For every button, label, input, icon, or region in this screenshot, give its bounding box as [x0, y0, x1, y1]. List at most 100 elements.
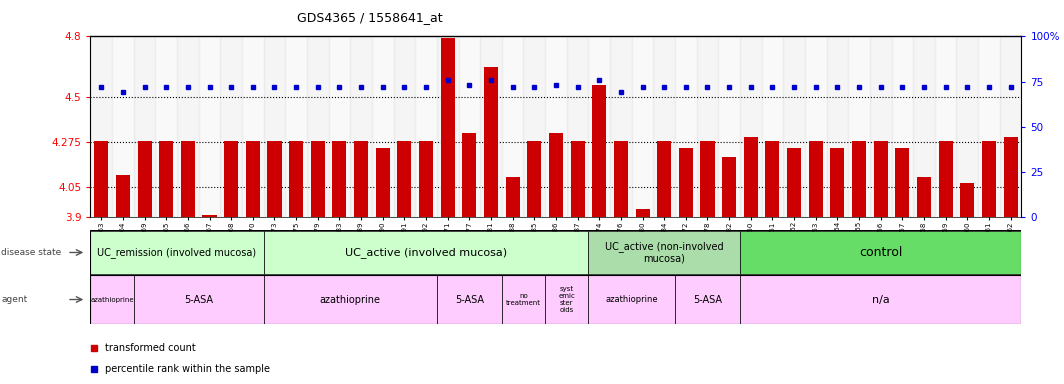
- Text: UC_remission (involved mucosa): UC_remission (involved mucosa): [98, 247, 256, 258]
- Bar: [397, 141, 412, 217]
- Bar: [545, 36, 567, 217]
- Bar: [246, 141, 260, 217]
- Bar: [549, 133, 563, 217]
- Bar: [137, 141, 151, 217]
- Bar: [1003, 137, 1017, 217]
- Text: n/a: n/a: [871, 295, 890, 305]
- Bar: [220, 36, 242, 217]
- Bar: [870, 36, 892, 217]
- Bar: [809, 141, 822, 217]
- Bar: [264, 36, 285, 217]
- Bar: [739, 36, 762, 217]
- Bar: [739, 231, 1021, 274]
- Bar: [267, 141, 282, 217]
- Bar: [394, 36, 415, 217]
- Text: transformed count: transformed count: [105, 343, 196, 353]
- Bar: [329, 36, 350, 217]
- Bar: [202, 215, 217, 217]
- Bar: [787, 148, 801, 217]
- Text: 5-ASA: 5-ASA: [693, 295, 722, 305]
- Bar: [90, 231, 264, 274]
- Text: azathioprine: azathioprine: [605, 295, 658, 304]
- Bar: [739, 275, 1021, 324]
- Bar: [635, 209, 650, 217]
- Bar: [332, 141, 347, 217]
- Bar: [462, 133, 477, 217]
- Bar: [505, 177, 519, 217]
- Bar: [437, 36, 459, 217]
- Bar: [917, 177, 931, 217]
- Bar: [697, 36, 718, 217]
- Bar: [593, 84, 606, 217]
- Bar: [376, 148, 389, 217]
- Text: UC_active (involved mucosa): UC_active (involved mucosa): [345, 247, 508, 258]
- Bar: [570, 141, 584, 217]
- Text: azathioprine: azathioprine: [90, 296, 134, 303]
- Bar: [484, 66, 498, 217]
- Bar: [502, 275, 545, 324]
- Bar: [419, 141, 433, 217]
- Bar: [181, 141, 195, 217]
- Bar: [848, 36, 870, 217]
- Bar: [588, 275, 675, 324]
- Bar: [567, 36, 588, 217]
- Bar: [264, 231, 588, 274]
- Bar: [679, 148, 693, 217]
- Text: 5-ASA: 5-ASA: [454, 295, 484, 305]
- Bar: [134, 275, 264, 324]
- Bar: [614, 141, 628, 217]
- Bar: [765, 141, 780, 217]
- Bar: [653, 36, 675, 217]
- Bar: [762, 36, 783, 217]
- Bar: [874, 141, 887, 217]
- Bar: [134, 36, 155, 217]
- Bar: [523, 36, 545, 217]
- Bar: [783, 36, 805, 217]
- Bar: [285, 36, 306, 217]
- Bar: [440, 38, 454, 217]
- Text: agent: agent: [1, 295, 28, 304]
- Bar: [528, 141, 542, 217]
- Text: GDS4365 / 1558641_at: GDS4365 / 1558641_at: [297, 12, 443, 25]
- Bar: [938, 141, 952, 217]
- Bar: [827, 36, 848, 217]
- Bar: [459, 36, 480, 217]
- Text: 5-ASA: 5-ASA: [184, 295, 213, 305]
- Bar: [90, 36, 112, 217]
- Bar: [545, 275, 588, 324]
- Bar: [852, 141, 866, 217]
- Bar: [350, 36, 372, 217]
- Bar: [588, 231, 739, 274]
- Bar: [632, 36, 653, 217]
- Bar: [892, 36, 913, 217]
- Bar: [90, 275, 134, 324]
- Bar: [437, 275, 502, 324]
- Bar: [978, 36, 1000, 217]
- Bar: [935, 36, 957, 217]
- Bar: [289, 141, 303, 217]
- Bar: [1000, 36, 1021, 217]
- Bar: [982, 141, 996, 217]
- Bar: [155, 36, 177, 217]
- Bar: [160, 141, 173, 217]
- Text: percentile rank within the sample: percentile rank within the sample: [105, 364, 270, 374]
- Bar: [895, 148, 910, 217]
- Bar: [95, 141, 109, 217]
- Bar: [610, 36, 632, 217]
- Text: control: control: [859, 246, 902, 259]
- Text: syst
emic
ster
oids: syst emic ster oids: [559, 286, 576, 313]
- Bar: [722, 157, 736, 217]
- Text: disease state: disease state: [1, 248, 62, 257]
- Bar: [961, 183, 975, 217]
- Bar: [264, 275, 437, 324]
- Text: UC_active (non-involved
mucosa): UC_active (non-involved mucosa): [604, 241, 724, 264]
- Bar: [830, 148, 845, 217]
- Bar: [700, 141, 715, 217]
- Bar: [225, 141, 238, 217]
- Bar: [675, 275, 739, 324]
- Bar: [311, 141, 325, 217]
- Bar: [415, 36, 437, 217]
- Bar: [658, 141, 671, 217]
- Bar: [675, 36, 697, 217]
- Bar: [588, 36, 610, 217]
